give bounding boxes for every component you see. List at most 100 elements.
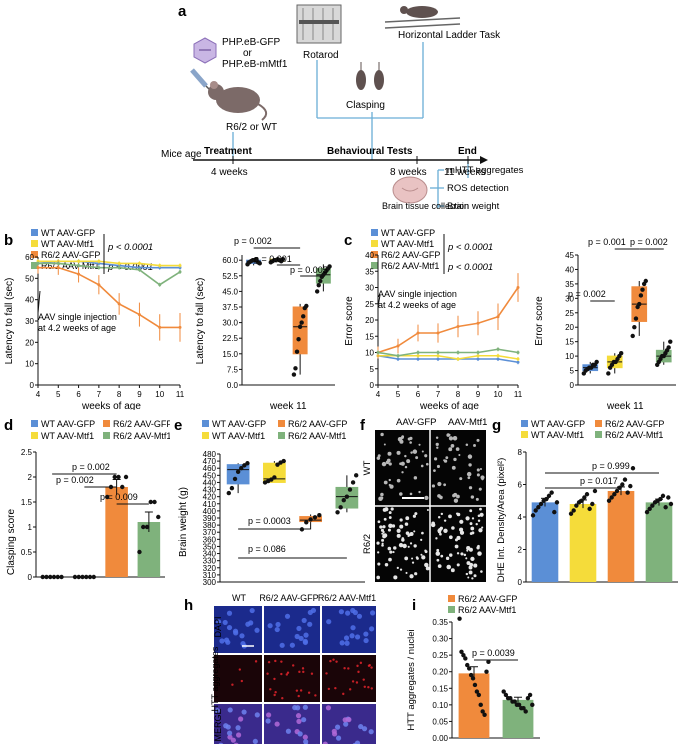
- cell-signal: [437, 516, 441, 519]
- cell-signal: [274, 721, 280, 727]
- cell-signal: [382, 533, 388, 538]
- cell-signal: [479, 467, 483, 471]
- cell-signal: [388, 511, 392, 515]
- data-point: [308, 517, 313, 522]
- legend-swatch: [31, 229, 38, 236]
- cell-signal: [376, 575, 380, 580]
- y-axis-label: Brain weight (g): [178, 487, 189, 557]
- cell-signal: [404, 454, 407, 458]
- cell-signal: [322, 741, 328, 744]
- cell-signal: [379, 525, 383, 529]
- panel-h: h WT R6/2 AAV-GFP R6/2 AAV-Mtf1 DAPI HTT…: [184, 593, 376, 744]
- y-tick-label: 480: [203, 450, 217, 459]
- data-point: [516, 702, 522, 708]
- cell-signal: [273, 693, 276, 697]
- y-tick-label: 370: [203, 528, 217, 537]
- y-tick-label: 320: [203, 564, 217, 573]
- cell-signal: [227, 707, 233, 713]
- cell-signal: [219, 638, 225, 644]
- data-point: [137, 549, 142, 555]
- cell-signal: [476, 473, 480, 477]
- data-point: [335, 510, 340, 515]
- legend-label: WT AAV-GFP: [381, 228, 435, 238]
- cell-signal: [342, 692, 345, 696]
- data-point: [587, 506, 592, 512]
- data-point: [606, 371, 611, 376]
- cell-signal: [314, 694, 317, 697]
- cell-signal: [362, 678, 365, 681]
- cell-signal: [307, 691, 311, 694]
- cell-signal: [436, 548, 440, 552]
- cell-signal: [448, 535, 453, 540]
- data-point: [666, 495, 671, 500]
- cell-signal: [363, 631, 369, 637]
- box: [292, 306, 308, 355]
- data-point: [630, 333, 635, 339]
- cell-signal: [359, 661, 363, 665]
- data-point: [552, 509, 557, 515]
- cell-signal: [225, 724, 231, 730]
- cell-signal: [465, 443, 469, 447]
- x-tick-label: 11: [176, 390, 185, 399]
- data-point: [317, 512, 322, 518]
- cell-signal: [298, 670, 301, 674]
- data-point: [476, 354, 480, 358]
- y-tick-label: 0.20: [432, 668, 448, 677]
- series-line: [38, 266, 180, 329]
- data-point: [496, 357, 500, 361]
- cell-signal: [433, 457, 438, 461]
- data-point: [544, 496, 549, 502]
- pval-a: p = 0.0003: [248, 516, 291, 526]
- p-value-2: p < 0.0001: [447, 262, 493, 273]
- cell-signal: [381, 461, 387, 467]
- data-point: [536, 505, 541, 510]
- arrow-right-icon: [480, 156, 488, 164]
- cell-signal: [274, 691, 277, 694]
- cell-signal: [292, 664, 295, 667]
- x-axis-label: weeks of age: [81, 401, 141, 410]
- pval-c: p = 0.005: [290, 265, 328, 275]
- cell-signal: [294, 633, 300, 640]
- x-tick-label: 7: [436, 390, 441, 399]
- legend: WT AAV-GFP R6/2 AAV-GFP WT AAV-Mtf1 R6/2 AA…: [31, 419, 170, 441]
- x-tick-label: 9: [476, 390, 481, 399]
- y-tick-label: 450: [203, 471, 217, 480]
- cell-signal: [409, 542, 413, 545]
- y-tick-label: 35: [365, 267, 374, 276]
- data-point: [508, 696, 513, 701]
- cell-signal: [454, 544, 459, 549]
- cell-signal: [357, 670, 360, 674]
- data-point: [239, 466, 244, 471]
- cell-signal: [396, 528, 401, 533]
- bar-chart: 0.00 0.05 0.10 0.15 0.20 0.25 0.30 0.35: [432, 616, 540, 743]
- cell-signal: [285, 673, 289, 676]
- cell-signal: [435, 442, 439, 447]
- data-point: [137, 268, 141, 272]
- data-point: [525, 696, 531, 701]
- x-axis-label-2: week 11: [269, 401, 307, 410]
- data-point: [647, 506, 652, 512]
- cell-signal: [226, 624, 233, 631]
- data-point: [496, 347, 500, 351]
- end-label: End: [458, 146, 477, 157]
- cell-signal: [380, 432, 384, 437]
- y-tick-label: 440: [203, 478, 217, 487]
- cell-signal: [418, 443, 421, 446]
- data-point: [625, 490, 630, 495]
- data-point: [178, 264, 182, 268]
- cell-signal: [232, 628, 239, 634]
- legend-swatch: [448, 606, 455, 613]
- legend-label: R6/2 AAV-GFP: [288, 419, 347, 429]
- cell-signal: [451, 526, 455, 530]
- data-point: [229, 485, 235, 491]
- cell-signal: [325, 672, 328, 675]
- cell-signal: [249, 607, 255, 614]
- cell-signal: [343, 721, 349, 727]
- cell-signal: [409, 441, 412, 444]
- pval-b: p = 0.017: [580, 476, 618, 486]
- data-point: [658, 496, 663, 502]
- ladder-icon: [384, 6, 461, 29]
- cell-signal: [376, 541, 380, 545]
- data-point: [478, 702, 483, 708]
